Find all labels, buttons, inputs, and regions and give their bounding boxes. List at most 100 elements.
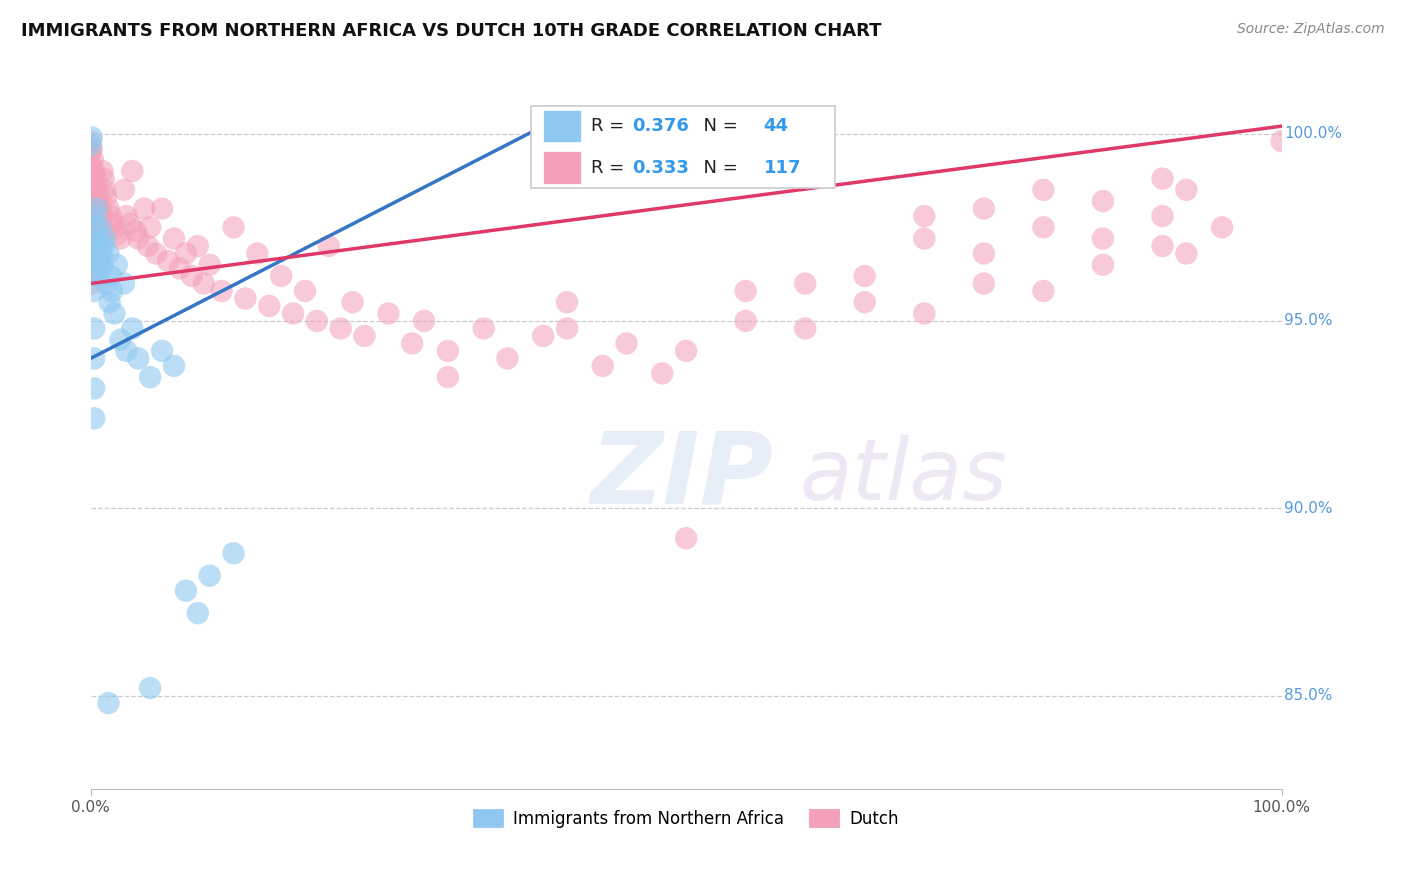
Point bbox=[125, 224, 148, 238]
Point bbox=[342, 295, 364, 310]
Point bbox=[413, 314, 436, 328]
Text: N =: N = bbox=[692, 159, 744, 177]
Text: 90.0%: 90.0% bbox=[1284, 500, 1333, 516]
Point bbox=[401, 336, 423, 351]
Point bbox=[616, 336, 638, 351]
Point bbox=[1152, 171, 1174, 186]
Text: 0.376: 0.376 bbox=[633, 117, 689, 135]
Point bbox=[103, 220, 125, 235]
Point bbox=[675, 531, 697, 545]
Point bbox=[180, 268, 202, 283]
Point bbox=[174, 246, 197, 260]
Point bbox=[1175, 246, 1198, 260]
Text: 100.0%: 100.0% bbox=[1284, 126, 1341, 141]
Point bbox=[79, 183, 101, 197]
Point bbox=[973, 246, 995, 260]
Point bbox=[79, 220, 101, 235]
Point bbox=[912, 231, 935, 245]
Point bbox=[222, 546, 245, 560]
Point bbox=[84, 171, 107, 186]
Point bbox=[150, 343, 173, 358]
Point bbox=[853, 268, 876, 283]
Point bbox=[305, 314, 328, 328]
Point bbox=[157, 254, 180, 268]
Point bbox=[163, 359, 186, 373]
Point bbox=[472, 321, 495, 335]
Point bbox=[89, 202, 111, 216]
Text: R =: R = bbox=[591, 117, 630, 135]
Point bbox=[794, 321, 817, 335]
Point bbox=[94, 190, 117, 204]
Point bbox=[82, 153, 104, 167]
Point bbox=[79, 156, 101, 170]
Point bbox=[80, 258, 103, 272]
Point bbox=[100, 268, 122, 283]
Point bbox=[496, 351, 519, 366]
Point bbox=[82, 209, 104, 223]
Point bbox=[83, 220, 105, 235]
Text: 0.333: 0.333 bbox=[633, 159, 689, 177]
Point bbox=[101, 217, 124, 231]
Point bbox=[86, 239, 108, 253]
Point bbox=[82, 227, 104, 242]
Point bbox=[87, 186, 110, 201]
Point bbox=[912, 209, 935, 223]
Point bbox=[82, 265, 104, 279]
Point bbox=[353, 329, 375, 343]
Point bbox=[329, 321, 352, 335]
Point bbox=[675, 343, 697, 358]
Point bbox=[80, 164, 103, 178]
Point bbox=[82, 246, 104, 260]
Point bbox=[1091, 231, 1114, 245]
Point bbox=[187, 239, 209, 253]
Point bbox=[139, 681, 162, 695]
Point bbox=[163, 231, 186, 245]
Point bbox=[187, 606, 209, 620]
Point bbox=[87, 231, 110, 245]
Point bbox=[973, 277, 995, 291]
Point bbox=[97, 246, 120, 260]
Point bbox=[84, 220, 107, 235]
Point bbox=[103, 306, 125, 320]
Text: 117: 117 bbox=[763, 159, 801, 177]
Point bbox=[83, 381, 105, 395]
Point bbox=[79, 231, 101, 245]
Point bbox=[100, 209, 122, 223]
Point bbox=[112, 277, 135, 291]
Point bbox=[105, 227, 128, 242]
Point bbox=[83, 284, 105, 298]
Point bbox=[1032, 183, 1054, 197]
Point bbox=[94, 183, 117, 197]
FancyBboxPatch shape bbox=[543, 110, 581, 142]
Point bbox=[110, 333, 132, 347]
FancyBboxPatch shape bbox=[531, 106, 835, 187]
Point bbox=[84, 209, 107, 223]
Point bbox=[79, 194, 101, 208]
Text: 44: 44 bbox=[763, 117, 789, 135]
Point bbox=[82, 265, 104, 279]
Point bbox=[169, 261, 191, 276]
Point bbox=[174, 583, 197, 598]
Point bbox=[121, 164, 143, 178]
Point bbox=[1032, 220, 1054, 235]
Text: ZIP: ZIP bbox=[591, 427, 773, 524]
Point bbox=[97, 696, 120, 710]
Point bbox=[118, 217, 141, 231]
Point bbox=[79, 134, 101, 148]
Point bbox=[139, 220, 162, 235]
Point bbox=[651, 367, 673, 381]
Point bbox=[1211, 220, 1233, 235]
Point bbox=[115, 343, 138, 358]
Point bbox=[1175, 183, 1198, 197]
Text: Source: ZipAtlas.com: Source: ZipAtlas.com bbox=[1237, 22, 1385, 37]
Point bbox=[82, 239, 104, 253]
Point bbox=[198, 258, 221, 272]
Point bbox=[91, 164, 114, 178]
Point bbox=[734, 284, 756, 298]
Point bbox=[84, 258, 107, 272]
Point bbox=[259, 299, 281, 313]
Point bbox=[134, 202, 156, 216]
Point bbox=[127, 351, 149, 366]
Point bbox=[80, 277, 103, 291]
Point bbox=[222, 220, 245, 235]
